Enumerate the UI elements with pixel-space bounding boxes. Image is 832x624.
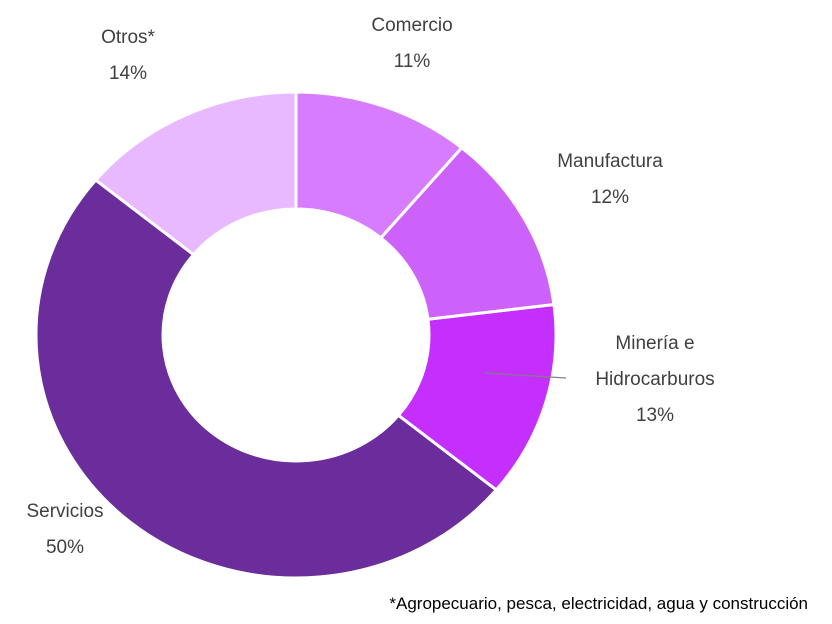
footnote: *Agropecuario, pesca, electricidad, agua…: [389, 594, 808, 613]
slice: [396, 302, 558, 492]
value-label: 12%: [590, 187, 630, 208]
value-label: 13%: [635, 405, 675, 426]
slice-label: Servicios 50%: [0, 494, 145, 566]
slice-label: Manufactura 12%: [510, 144, 710, 216]
category-label: Otros*: [101, 27, 155, 48]
slice: [93, 90, 298, 257]
leader-line: [484, 372, 567, 379]
slice-label: Comercio 11%: [312, 8, 512, 80]
value-label: 11%: [393, 51, 431, 72]
category-label: Minería e Hidrocarburos: [595, 333, 715, 390]
value-label: 14%: [108, 63, 148, 84]
slice-label: Otros* 14%: [48, 20, 208, 92]
slice: [294, 90, 464, 240]
slice-label: Minería e Hidrocarburos 13%: [575, 326, 735, 434]
category-label: Comercio: [371, 15, 453, 36]
value-label: 50%: [45, 537, 85, 558]
category-label: Manufactura: [557, 151, 663, 172]
category-label: Servicios: [26, 501, 104, 522]
slice: [34, 178, 499, 580]
